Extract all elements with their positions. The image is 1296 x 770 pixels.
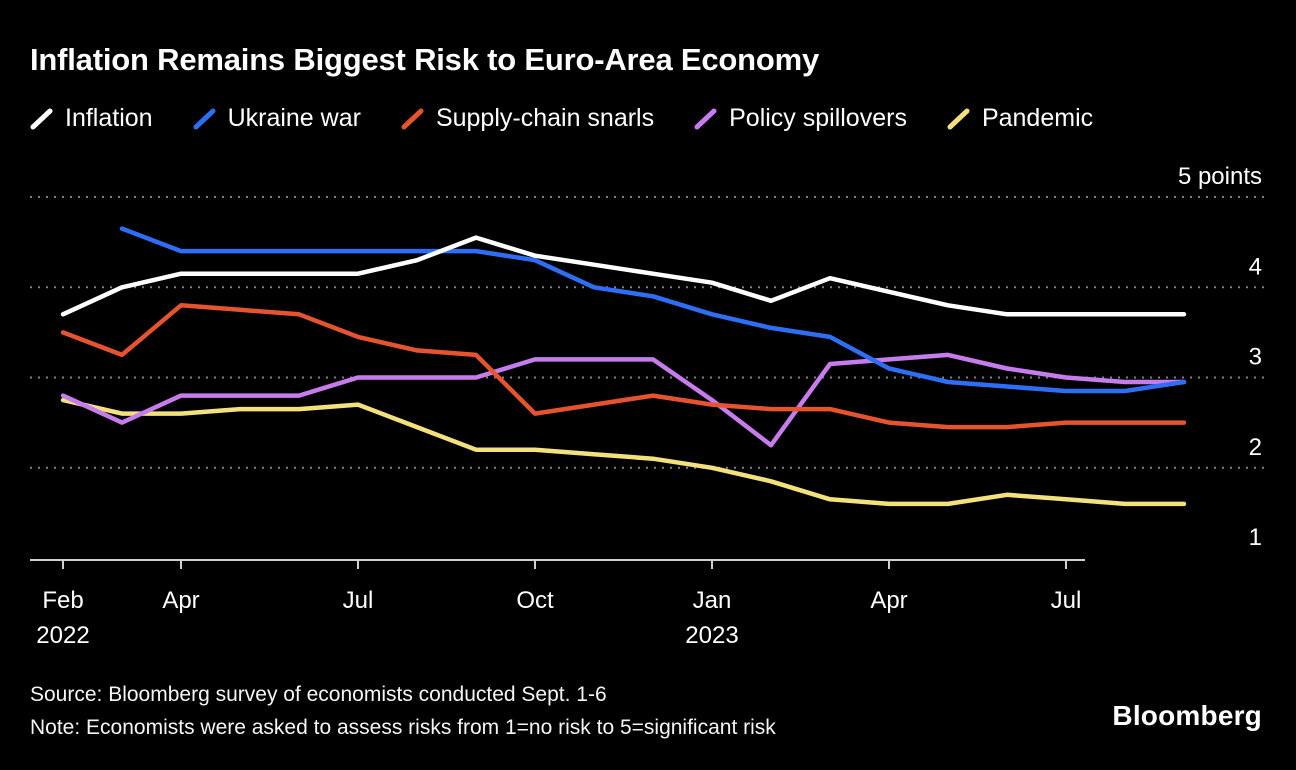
y-axis-label-3: 3	[1249, 344, 1262, 371]
x-axis-label: Apr	[870, 587, 907, 614]
x-axis-label: Apr	[162, 587, 199, 614]
line-swatch-icon	[401, 108, 424, 129]
x-axis-label: Jul	[1051, 587, 1082, 614]
series-line-ukraine-war	[119, 226, 1187, 394]
series-line-inflation	[60, 235, 1187, 317]
legend-label-supply-chain-snarls: Supply-chain snarls	[435, 104, 655, 132]
y-axis-label-5: 5 points	[1178, 163, 1262, 190]
series-line-pandemic	[60, 397, 1187, 507]
legend-item-pandemic: Pandemic	[945, 104, 1093, 133]
legend-label-pandemic: Pandemic	[981, 104, 1094, 132]
series-line-policy-spillovers	[60, 352, 1187, 448]
legend-label-policy-spillovers: Policy spillovers	[729, 104, 907, 132]
y-axis-label-2: 2	[1249, 434, 1262, 461]
y-axis-label-4: 4	[1249, 253, 1262, 280]
x-axis-label: Oct	[516, 587, 554, 614]
x-axis-sublabel: 2023	[685, 622, 738, 649]
legend-label-ukraine-war: Ukraine war	[227, 104, 361, 132]
line-swatch-icon	[947, 108, 970, 129]
x-axis-sublabel: 2022	[36, 622, 89, 649]
legend-item-ukraine-war: Ukraine war	[191, 104, 361, 133]
legend-item-policy-spillovers: Policy spillovers	[692, 104, 907, 133]
legend-item-inflation: Inflation	[28, 104, 153, 133]
line-swatch-icon	[30, 108, 53, 129]
x-axis-label: Jan	[693, 587, 732, 614]
legend-label-inflation: Inflation	[65, 104, 153, 132]
y-axis-label-1: 1	[1249, 524, 1262, 551]
legend-item-supply-chain-snarls: Supply-chain snarls	[399, 104, 654, 133]
footer-notes: Source: Bloomberg survey of economists c…	[30, 678, 776, 744]
line-swatch-icon	[694, 108, 717, 129]
methodology-note: Note: Economists were asked to assess ri…	[30, 716, 776, 739]
chart-title: Inflation Remains Biggest Risk to Euro-A…	[30, 42, 820, 77]
risk-chart: 5 points 4 3 2 1 Feb 2022 Apr Jul Oct Jan 2023 Apr Ju…	[30, 163, 1266, 649]
source-note: Source: Bloomberg survey of economists c…	[30, 683, 607, 706]
series-line-supply-chain-snarls	[60, 303, 1187, 430]
x-axis-label: Jul	[343, 587, 374, 614]
bloomberg-logo: Bloomberg	[1112, 700, 1262, 731]
line-swatch-icon	[193, 108, 216, 129]
legend: Inflation Ukraine war Supply-chain snarls P…	[28, 104, 1093, 133]
x-axis-label: Feb	[42, 587, 83, 614]
